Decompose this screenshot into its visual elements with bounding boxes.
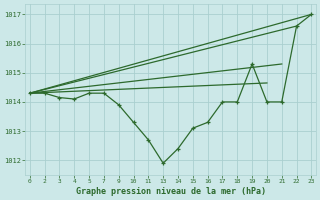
X-axis label: Graphe pression niveau de la mer (hPa): Graphe pression niveau de la mer (hPa) — [76, 187, 266, 196]
